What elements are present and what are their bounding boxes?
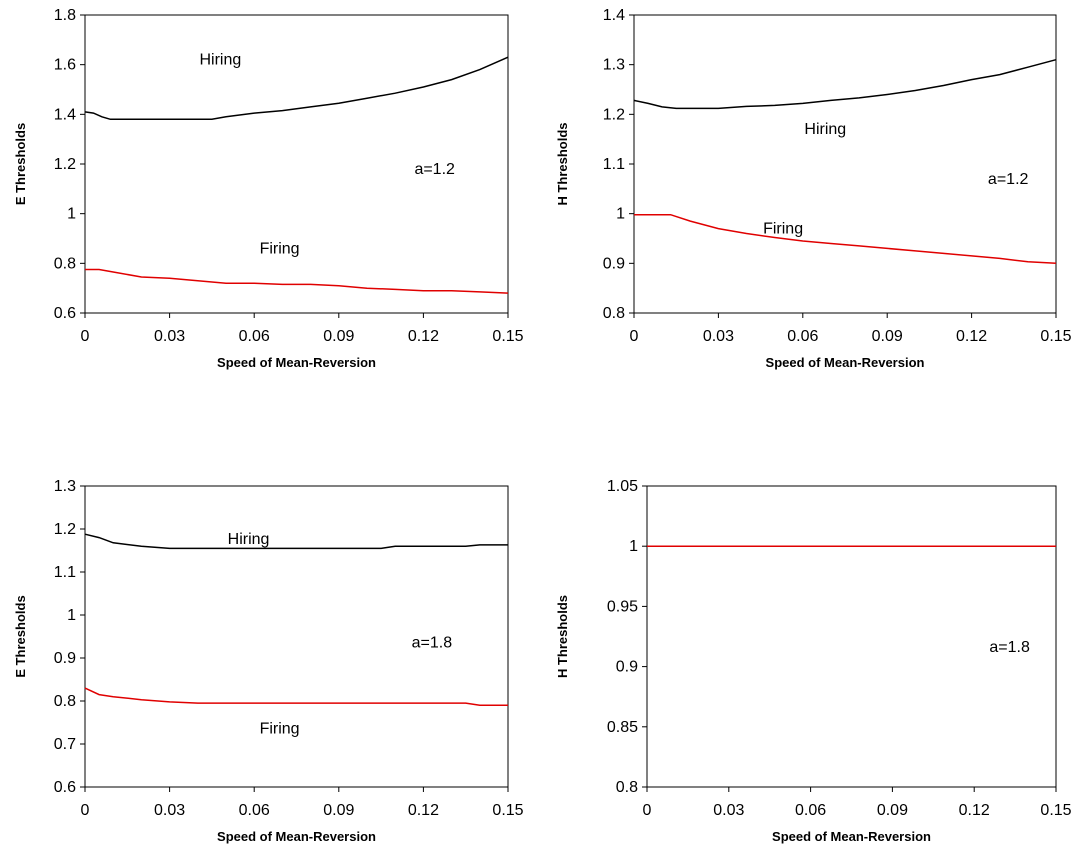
- y-tick-label: 1.4: [54, 106, 76, 123]
- x-tick-label: 0.09: [872, 328, 903, 345]
- x-tick-label: 0: [81, 802, 90, 819]
- x-axis-title: Speed of Mean-Reversion: [217, 829, 376, 844]
- plot-frame: [646, 485, 1057, 788]
- x-tick-label: 0: [643, 802, 652, 819]
- series-line-hiring: [633, 58, 1057, 110]
- y-tick-label: 0.8: [603, 305, 625, 322]
- annotation-hiring: Hiring: [804, 121, 846, 138]
- y-axis-title: H Thresholds: [555, 122, 570, 205]
- y-tick-label: 1.2: [603, 106, 625, 123]
- x-tick-label: 0.12: [408, 328, 439, 345]
- x-tick-label: 0.06: [239, 328, 270, 345]
- x-tick-label: 0.06: [239, 802, 270, 819]
- y-tick-label: 1.1: [54, 564, 76, 581]
- y-tick-label: 0.6: [54, 305, 76, 322]
- x-tick-label: 0: [630, 328, 639, 345]
- y-tick-label: 1.3: [54, 478, 76, 495]
- chart-h-thresholds-a12: 0.8 0.9 1 1.1 1.2 1.3 1.4 0 0.03 0.06 0.09 0.12 0.15…: [555, 7, 1072, 370]
- chart-h-thresholds-a18: 0.8 0.85 0.9 0.95 1 1.05 0 0.03 0.06 0.09 0.12 0.15…: [555, 478, 1072, 844]
- y-tick-label: 1.4: [603, 7, 625, 24]
- chart-e-thresholds-a18: 0.6 0.7 0.8 0.9 1 1.1 1.2 1.3 0 0.03 0.06 0.09 0.12 0…: [13, 478, 524, 844]
- series-line-firing: [634, 213, 1057, 265]
- plot-frame: [633, 14, 1057, 314]
- y-tick-label: 0.9: [616, 659, 638, 676]
- y-tick-label: 0.8: [54, 255, 76, 272]
- x-tick-label: 0.06: [795, 802, 826, 819]
- y-tick-label: 0.6: [54, 779, 76, 796]
- y-tick-label: 1.3: [603, 57, 625, 74]
- annotation-hiring: Hiring: [199, 52, 241, 69]
- y-axis-title: E Thresholds: [13, 595, 28, 677]
- y-tick-label: 1: [616, 206, 625, 223]
- series-line-firing: [84, 687, 508, 707]
- y-axis-title: H Thresholds: [555, 595, 570, 678]
- x-tick-label: 0.09: [323, 802, 354, 819]
- annotation-hiring: Hiring: [228, 531, 270, 548]
- x-axis-title: Speed of Mean-Reversion: [772, 829, 931, 844]
- y-tick-label: 0.8: [54, 693, 76, 710]
- x-tick-label: 0.12: [959, 802, 990, 819]
- x-tick-label: 0.03: [713, 802, 744, 819]
- y-tick-label: 0.85: [607, 719, 638, 736]
- annotation-a-1-8: a=1.8: [412, 634, 453, 651]
- annotation-a-1-2: a=1.2: [988, 171, 1029, 188]
- plot-frame: [84, 485, 509, 788]
- x-tick-label: 0.03: [703, 328, 734, 345]
- x-axis-title: Speed of Mean-Reversion: [766, 355, 925, 370]
- annotation-firing: Firing: [260, 720, 300, 737]
- y-tick-label: 1: [67, 607, 76, 624]
- x-tick-label: 0.15: [492, 802, 523, 819]
- chart-e-thresholds-a12: 0.6 0.8 1 1.2 1.4 1.6 1.8 0 0.03 0.06 0.09 0.12 0.15…: [13, 7, 524, 370]
- x-tick-label: 0.06: [787, 328, 818, 345]
- x-tick-label: 0.15: [1040, 802, 1071, 819]
- y-tick-label: 1.6: [54, 57, 76, 74]
- series-line-hiring: [84, 56, 509, 121]
- y-tick-label: 1.05: [607, 478, 638, 495]
- series-line-hiring: [84, 533, 508, 550]
- y-tick-label: 1: [67, 206, 76, 223]
- x-tick-label: 0.09: [877, 802, 908, 819]
- x-tick-label: 0.03: [154, 802, 185, 819]
- y-tick-label: 0.7: [54, 736, 76, 753]
- y-tick-label: 1.1: [603, 156, 625, 173]
- x-tick-label: 0.15: [492, 328, 523, 345]
- series-line-firing: [85, 268, 509, 294]
- x-tick-label: 0.09: [323, 328, 354, 345]
- annotation-a-1-8: a=1.8: [989, 639, 1030, 656]
- y-tick-label: 1.2: [54, 521, 76, 538]
- y-tick-label: 1: [629, 538, 638, 555]
- annotation-firing: Firing: [260, 240, 300, 257]
- x-tick-label: 0: [81, 328, 90, 345]
- y-tick-label: 0.9: [54, 650, 76, 667]
- x-tick-label: 0.12: [956, 328, 987, 345]
- x-axis-title: Speed of Mean-Reversion: [217, 355, 376, 370]
- y-tick-label: 0.95: [607, 598, 638, 615]
- x-tick-label: 0.03: [154, 328, 185, 345]
- x-tick-label: 0.15: [1040, 328, 1071, 345]
- annotation-firing: Firing: [763, 221, 803, 238]
- annotation-a-1-2: a=1.2: [414, 161, 455, 178]
- y-tick-label: 1.8: [54, 7, 76, 24]
- y-tick-label: 0.8: [616, 779, 638, 796]
- y-tick-label: 1.2: [54, 156, 76, 173]
- y-tick-label: 0.9: [603, 255, 625, 272]
- y-axis-title: E Thresholds: [13, 123, 28, 205]
- x-tick-label: 0.12: [408, 802, 439, 819]
